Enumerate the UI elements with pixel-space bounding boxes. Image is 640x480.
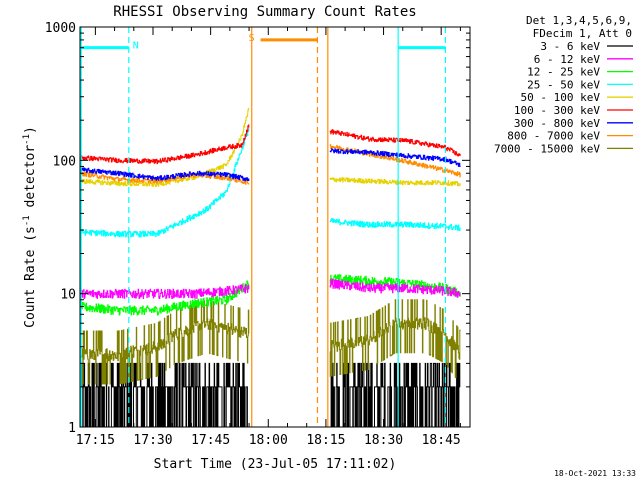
series-line	[80, 170, 250, 185]
x-tick-label: 18:15	[306, 433, 345, 448]
series-line	[329, 148, 461, 167]
series-line	[329, 129, 461, 157]
legend-entry-label: 300 - 800 keV	[514, 117, 600, 130]
series-line	[80, 167, 250, 182]
x-tick-label: 18:30	[364, 433, 403, 448]
legend-entry-label: 6 - 12 keV	[534, 53, 601, 66]
legend-entry-label: 25 - 50 keV	[527, 78, 600, 91]
series-line	[329, 362, 461, 427]
series-line	[329, 299, 461, 379]
series-line	[329, 218, 461, 232]
flag-label: N	[133, 41, 139, 52]
legend-entry-label: 100 - 300 keV	[514, 104, 600, 117]
legend: Det 1,3,4,5,6,9,FDecim 1, Att 03 - 6 keV…	[494, 14, 633, 155]
y-tick-label: 10	[60, 288, 76, 303]
legend-entry-label: 7000 - 15000 keV	[494, 142, 600, 155]
legend-header: Det 1,3,4,5,6,9,	[526, 14, 632, 27]
series-line	[329, 177, 461, 187]
x-tick-label: 17:45	[191, 433, 230, 448]
plot-frame	[79, 26, 471, 428]
x-axis-label: Start Time (23-Jul-05 17:11:02)	[154, 457, 397, 472]
series-line	[80, 362, 249, 427]
series-line	[80, 124, 250, 165]
flag-label: S	[249, 33, 255, 44]
legend-entry-label: 12 - 25 keV	[527, 66, 600, 79]
series-line	[80, 128, 250, 238]
series-line	[80, 299, 250, 385]
x-tick-label: 18:00	[249, 433, 288, 448]
legend-entry-label: 50 - 100 keV	[521, 91, 601, 104]
legend-entry-label: 800 - 7000 keV	[507, 130, 600, 143]
x-tick-label: 18:45	[422, 433, 461, 448]
chart-title: RHESSI Observing Summary Count Rates	[113, 4, 416, 20]
series-line	[80, 284, 250, 299]
y-tick-label: 100	[53, 154, 76, 169]
x-tick-label: 17:30	[133, 433, 172, 448]
legend-entry-label: 3 - 6 keV	[540, 40, 600, 53]
y-tick-label: 1000	[45, 21, 76, 36]
series-line	[80, 108, 250, 187]
y-tick-label: 1	[68, 421, 76, 436]
y-axis-label: Count Rate (s-1 detector-1)	[22, 126, 38, 328]
series-line	[80, 280, 250, 316]
timestamp: 18-Oct-2021 13:33	[554, 469, 636, 478]
legend-header: FDecim 1, Att 0	[533, 27, 632, 40]
series-line	[329, 278, 461, 298]
x-tick-label: 17:15	[76, 433, 115, 448]
